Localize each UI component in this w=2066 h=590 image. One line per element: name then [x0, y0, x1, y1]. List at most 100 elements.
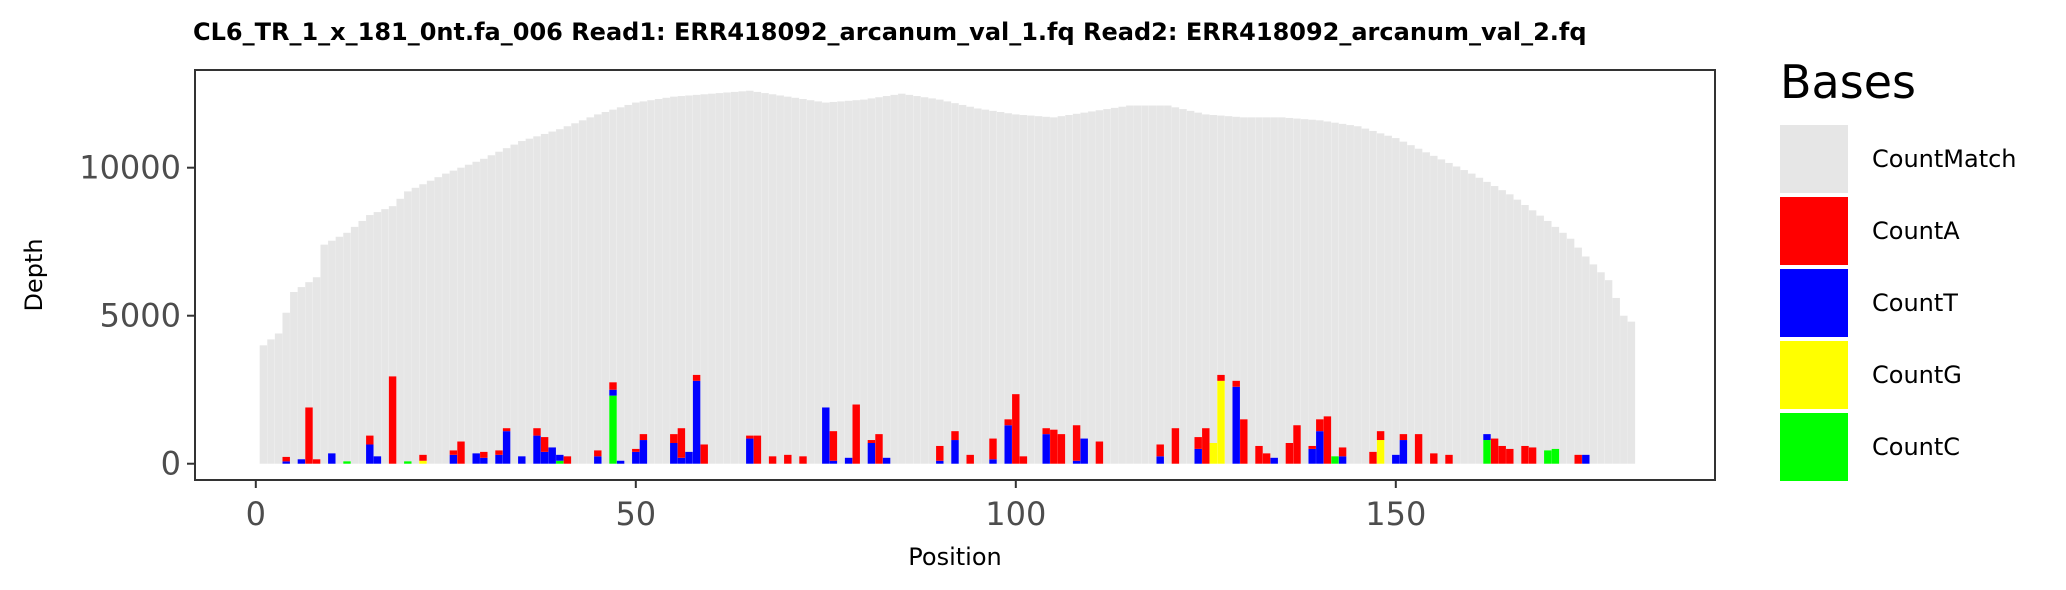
bar-countmatch-58: [692, 94, 701, 375]
bar-countmatch-88: [920, 97, 929, 464]
bar-counta-153: [1414, 434, 1423, 464]
bar-countmatch-66: [753, 91, 762, 436]
bar-countt-47: [609, 389, 617, 396]
legend-swatch: [1780, 269, 1848, 337]
bar-counta-70: [784, 454, 792, 464]
bar-counta-147: [1369, 451, 1377, 464]
bar-countmatch-112: [1103, 109, 1111, 464]
bar-countmatch-113: [1110, 107, 1119, 464]
bar-countmatch-26: [449, 170, 458, 451]
legend-label: CountMatch: [1872, 145, 2017, 173]
bar-countmatch-2: [267, 339, 275, 464]
bar-counta-90: [936, 445, 944, 461]
bar-counta-132: [1255, 445, 1263, 464]
bar-counta-97: [989, 438, 997, 460]
bar-countmatch-139: [1308, 119, 1316, 446]
bar-countmatch-45: [594, 114, 602, 451]
legend-label: CountA: [1872, 217, 1960, 245]
legend-items: CountMatch CountA CountT CountG CountC: [1780, 123, 2017, 483]
bar-countmatch-84: [890, 94, 898, 464]
bar-countmatch-17: [381, 209, 389, 464]
bar-countt-90: [936, 460, 944, 464]
bar-countmatch-119: [1156, 105, 1164, 445]
bar-countmatch-47: [609, 109, 617, 383]
bar-countt-4: [282, 461, 290, 464]
bar-counta-81: [867, 440, 876, 443]
bar-counta-105: [1050, 429, 1058, 464]
bar-countmatch-25: [442, 173, 450, 464]
bar-countt-45: [594, 456, 602, 464]
bar-countmatch-134: [1270, 117, 1278, 458]
bar-countt-37: [533, 435, 541, 464]
bar-countmatch-94: [966, 106, 974, 455]
bar-countmatch-51: [639, 101, 648, 435]
bar-countmatch-5: [290, 292, 298, 464]
bar-countmatch-166: [1513, 199, 1522, 464]
bar-countt-56: [677, 457, 686, 464]
bar-countmatch-152: [1407, 145, 1415, 464]
bar-countt-75: [822, 407, 830, 464]
bar-countmatch-12: [343, 232, 351, 462]
legend-item-countmatch: CountMatch: [1780, 123, 2017, 195]
y-axis-label: Depth: [20, 238, 48, 311]
chart-title: CL6_TR_1_x_181_0nt.fa_006 Read1: ERR4180…: [193, 18, 1587, 46]
bar-countt-55: [670, 442, 678, 464]
bar-countmatch-111: [1095, 110, 1104, 442]
bar-countmatch-178: [1604, 280, 1613, 464]
bar-countmatch-155: [1430, 155, 1438, 454]
bar-counta-167: [1521, 445, 1529, 464]
bar-countt-35: [518, 456, 526, 464]
bar-counta-76: [829, 431, 838, 461]
bar-countmatch-177: [1597, 272, 1605, 464]
bar-countt-150: [1392, 454, 1400, 464]
bar-countmatch-173: [1566, 238, 1575, 464]
legend-item-counta: CountA: [1780, 195, 2017, 267]
bar-countc-40: [556, 460, 564, 464]
bar-counta-127: [1217, 374, 1225, 381]
bar-countc-20: [404, 461, 412, 464]
bar-counta-111: [1095, 441, 1104, 464]
bar-countmatch-174: [1574, 247, 1582, 455]
bar-counta-125: [1202, 428, 1210, 464]
bar-countmatch-80: [860, 99, 868, 464]
bar-countmatch-29: [472, 161, 480, 454]
bar-counta-47: [609, 382, 617, 390]
bar-counta-139: [1308, 445, 1316, 449]
bar-countg-126: [1209, 442, 1218, 464]
bar-counta-30: [480, 451, 488, 458]
bar-counta-37: [533, 428, 541, 436]
bar-counta-101: [1019, 456, 1028, 464]
bar-countg-127: [1217, 380, 1225, 464]
bar-countmatch-20: [404, 191, 412, 462]
bar-countmatch-165: [1506, 194, 1514, 449]
bar-countmatch-73: [806, 100, 815, 464]
bar-counta-79: [852, 404, 860, 464]
bar-countmatch-77: [837, 101, 845, 464]
bar-countt-15: [366, 444, 374, 464]
bar-counta-108: [1072, 425, 1081, 461]
bar-countmatch-141: [1323, 121, 1332, 417]
bar-countmatch-147: [1369, 130, 1377, 452]
bar-countt-162: [1483, 434, 1491, 441]
bar-countt-65: [746, 438, 754, 464]
bars-layer: [259, 90, 1636, 464]
bar-countmatch-7: [305, 282, 313, 408]
bar-countmatch-136: [1285, 117, 1294, 443]
bar-counta-18: [388, 376, 397, 464]
legend-item-countc: CountC: [1780, 411, 2017, 483]
bar-counta-137: [1293, 425, 1301, 464]
bar-countmatch-104: [1042, 116, 1050, 429]
bar-counta-151: [1399, 434, 1408, 441]
bar-counta-33: [502, 428, 511, 432]
bar-countmatch-13: [350, 226, 359, 464]
bar-countmatch-172: [1559, 232, 1567, 464]
bar-countmatch-72: [799, 99, 807, 457]
bar-countmatch-148: [1376, 133, 1385, 432]
x-tick-label: 0: [246, 495, 266, 533]
bar-counta-4: [282, 456, 290, 462]
bar-countt-81: [867, 442, 876, 464]
x-tick-label: 100: [985, 495, 1046, 533]
bar-countt-175: [1582, 454, 1590, 464]
bar-countt-26: [449, 454, 458, 464]
bar-counta-27: [457, 441, 465, 464]
